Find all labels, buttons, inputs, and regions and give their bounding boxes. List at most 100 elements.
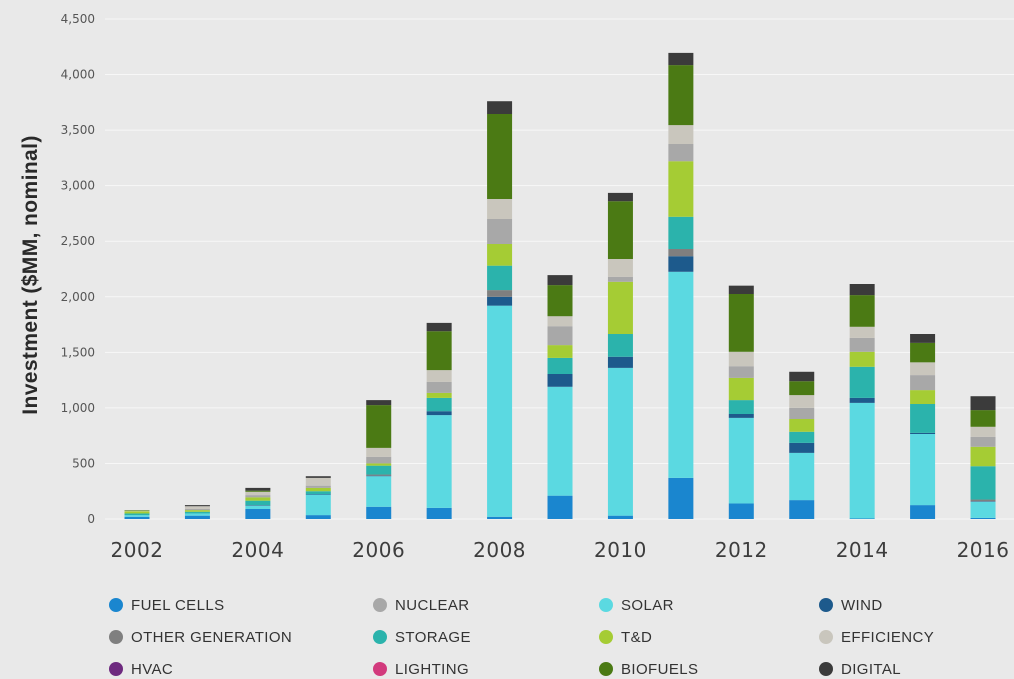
bar-segment-2012-biofuels [728,294,754,352]
x-tick-label: 2006 [352,538,405,562]
legend-swatch [109,598,123,612]
bar-segment-2013-biofuels [789,381,815,396]
bars [124,52,996,519]
bar-segment-2006-fuel-cells [366,506,392,519]
bar-segment-2016-other-generation [970,499,996,502]
legend-swatch [819,598,833,612]
bar-segment-2002-biofuels [124,510,150,511]
bar-segment-2009-nuclear [547,326,573,346]
bar-segment-2009-biofuels [547,285,573,317]
bar-segment-2011-t-d [668,161,694,217]
bar-segment-2010-nuclear [607,276,633,282]
y-tick-label: 2,000 [61,290,95,304]
bar-segment-2004-solar [245,505,271,509]
y-tick-label: 1,000 [61,401,95,415]
bar-segment-2010-t-d [607,281,633,334]
bar-segment-2006-other-generation [366,474,392,476]
bar-segment-2009-wind [547,374,573,387]
legend-item-digital: DIGITAL [819,661,901,678]
bar-2004 [245,487,271,519]
bar-segment-2010-biofuels [607,201,633,259]
legend-item-t-d: T&D [599,629,652,646]
bar-2002 [124,510,150,519]
bar-segment-2006-nuclear [366,456,392,464]
bar-segment-2008-efficiency [487,199,513,219]
bar-2011 [668,52,694,519]
bar-segment-2014-storage [849,366,875,398]
bar-2007 [426,322,452,519]
bar-segment-2004-wind [245,505,271,506]
bar-segment-2015-wind [910,432,936,434]
bar-segment-2009-fuel-cells [547,495,573,519]
bar-segment-2002-t-d [124,511,150,514]
bar-segment-2010-wind [607,356,633,368]
bar-segment-2012-storage [728,400,754,414]
legend-item-nuclear: NUCLEAR [373,597,469,614]
bar-segment-2008-t-d [487,244,513,266]
legend-swatch [599,662,613,676]
bar-segment-2005-wind [305,494,331,495]
legend-swatch [599,598,613,612]
y-tick-label: 3,000 [61,179,95,193]
bar-segment-2011-solar [668,271,694,478]
bar-segment-2014-fuel-cells [849,518,875,519]
legend-swatch [599,630,613,644]
bar-segment-2014-efficiency [849,326,875,338]
legend-swatch [373,598,387,612]
bar-segment-2006-wind [366,475,392,477]
bar-segment-2003-nuclear [184,509,210,511]
legend-swatch [373,630,387,644]
bar-segment-2004-t-d [245,497,271,501]
bar-segment-2013-efficiency [789,395,815,408]
bar-segment-2015-t-d [910,390,936,404]
bar-segment-2016-efficiency [970,426,996,437]
bar-segment-2003-fuel-cells [184,515,210,519]
bar-segment-2015-fuel-cells [910,505,936,519]
bar-segment-2007-biofuels [426,331,452,371]
bar-segment-2007-storage [426,397,452,412]
bar-segment-2012-efficiency [728,351,754,367]
bar-segment-2005-solar [305,494,331,516]
x-tick-label: 2014 [836,538,889,562]
legend-item-fuel-cells: FUEL CELLS [109,597,224,614]
bar-segment-2005-t-d [305,487,331,492]
bar-segment-2009-solar [547,386,573,496]
bar-segment-2011-other-generation [668,249,694,257]
legend-label: NUCLEAR [395,597,469,614]
legend-label: HVAC [131,661,173,678]
legend-label: SOLAR [621,597,674,614]
bar-segment-2005-nuclear [305,485,331,488]
bar-segment-2005-digital [305,476,331,478]
bar-segment-2006-efficiency [366,447,392,457]
bar-segment-2014-biofuels [849,295,875,327]
bar-segment-2012-fuel-cells [728,503,754,519]
bar-segment-2013-wind [789,442,815,453]
bar-segment-2007-wind [426,411,452,416]
legend-swatch [819,630,833,644]
legend-item-biofuels: BIOFUELS [599,661,698,678]
bar-segment-2007-fuel-cells [426,507,452,519]
bar-segment-2012-t-d [728,377,754,401]
bar-segment-2004-digital [245,487,271,491]
legend-label: T&D [621,629,652,646]
legend-label: STORAGE [395,629,471,646]
x-tick-label: 2004 [231,538,284,562]
bar-segment-2004-fuel-cells [245,509,271,519]
bar-segment-2006-t-d [366,463,392,466]
y-tick-label: 2,500 [61,234,95,248]
y-axis-label: Investment ($MM, nominal) [19,135,42,415]
x-tick-label: 2002 [111,538,164,562]
bar-2005 [305,476,331,519]
bar-segment-2015-solar [910,434,936,506]
bar-segment-2013-fuel-cells [789,500,815,519]
bar-segment-2015-digital [910,334,936,343]
bar-segment-2007-digital [426,322,452,332]
bar-segment-2008-wind [487,296,513,306]
legend-label: LIGHTING [395,661,469,678]
bar-segment-2016-digital [970,396,996,411]
bar-2013 [789,371,815,519]
bar-segment-2008-biofuels [487,114,513,199]
bar-segment-2015-efficiency [910,362,936,376]
